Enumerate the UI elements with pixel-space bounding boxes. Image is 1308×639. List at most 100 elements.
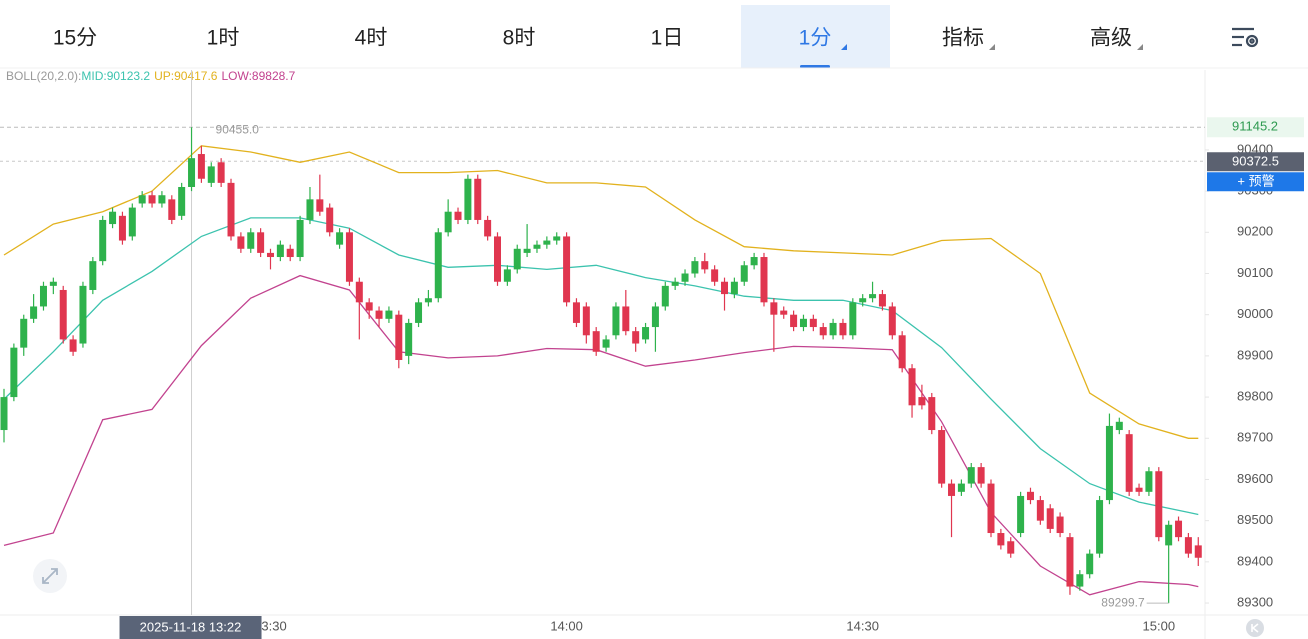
crosshair-time-label: 2025-11-18 13:22 [140,619,242,634]
candle-body [908,368,916,406]
candle-body [1194,545,1202,558]
candle-body [888,306,896,336]
candle-body [247,232,255,249]
tab[interactable]: 8时 [503,27,536,50]
candle-body [217,162,225,183]
candle-body [99,219,107,262]
tab-label: 15分 [53,27,97,50]
candle-body [257,232,265,253]
candle-body [622,306,630,332]
candle-body [0,397,8,431]
expand-icon[interactable] [33,559,67,593]
logo-icon [1246,619,1264,637]
y-tick-label: 90100 [1237,265,1273,280]
candle-body [721,281,729,295]
candle-body [582,306,590,336]
indicator-legend: BOLL(20,2.0):MID:90123.2 UP:90417.6 LOW:89… [6,69,296,83]
candle-body [572,302,580,323]
candle-body [484,219,492,237]
candle-body [691,261,699,274]
candle-body [1086,553,1094,575]
candle-body [1036,500,1044,521]
tab[interactable]: 高级 [1090,27,1143,50]
tab-label: 8时 [503,27,536,50]
last-price-box [1207,152,1304,172]
tab[interactable]: 1时 [207,27,240,50]
tab-label: 1时 [207,27,240,50]
crosshair-time-box [119,616,262,639]
candle-body [543,240,551,245]
candle-body [553,236,561,241]
candle-body [503,269,511,282]
candle-body [1066,537,1074,587]
candle-body [49,281,57,286]
tab-label: 1分 [799,27,832,50]
candle-body [415,302,423,323]
candle-body [563,236,571,303]
candle-body [266,252,274,258]
tab[interactable]: 指标 [942,27,995,50]
candle-body [474,178,482,220]
candle-body [207,166,215,183]
tab-label: 1日 [651,27,684,50]
dropdown-triangle [989,44,995,50]
candle-body [20,318,28,348]
candle-body [1026,491,1034,501]
x-tick-label: 14:00 [550,618,583,633]
candle-body [1076,574,1084,587]
band-line [3,145,1199,439]
candle-body [395,314,403,361]
alert-box [1207,172,1304,192]
candle-body [375,310,383,319]
y-tick-label: 89900 [1237,347,1273,362]
candle-body [59,289,67,340]
tab-active-bg [741,5,890,68]
candle-body [494,236,501,282]
icon-gear-center [1249,38,1255,44]
dropdown-triangle [1137,44,1143,50]
candle-body [681,273,689,282]
candle-body [1105,425,1113,501]
candle-body [128,207,136,237]
candle-body [533,244,541,249]
icon-arrows [42,568,58,584]
candle-body [188,158,196,187]
candle-body [39,285,47,307]
candle-body [740,265,748,282]
candle-body [770,302,778,315]
candle-body [365,302,373,311]
y-tick-label: 89700 [1237,430,1273,445]
candle-body [385,310,393,319]
candle-body [987,483,995,534]
candle-body [1056,516,1064,534]
candle-body [799,318,807,328]
x-tick-label: 13:30 [254,618,287,633]
candle-body [237,236,245,249]
candle-body [602,339,610,348]
candle-body [276,244,284,258]
candle-body [405,322,413,356]
candle-body [730,281,738,295]
settings-icon[interactable] [1232,27,1259,48]
alert-button[interactable]: + 预警 [1207,172,1304,192]
candle-body [1155,471,1163,538]
candle-body [316,199,324,212]
candle-body [1145,471,1153,492]
tab[interactable]: 1日 [651,27,684,50]
y-tick-label: 89800 [1237,389,1273,404]
indicator-low: LOW:89828.7 [221,69,295,83]
tab-label: 指标 [942,27,984,50]
tab[interactable]: 15分 [53,27,97,50]
logo-bg [1246,619,1264,637]
candle-body [227,182,235,237]
candle-body [592,331,600,352]
candle-body [701,261,709,270]
tab[interactable]: 4时 [355,27,388,50]
tab[interactable]: 1分 [741,5,890,68]
icon-gear [1245,34,1259,48]
candle-body [1125,434,1133,492]
candle-body [79,285,87,344]
candle-body [632,331,640,344]
candle-body [444,211,452,233]
candle-body [869,294,877,299]
